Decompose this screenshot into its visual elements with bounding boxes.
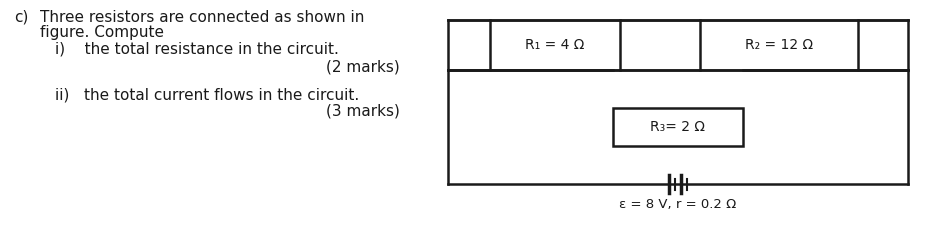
Text: (2 marks): (2 marks) xyxy=(326,59,400,74)
Text: c): c) xyxy=(14,10,29,25)
Text: figure. Compute: figure. Compute xyxy=(40,25,164,40)
Text: R₂ = 12 Ω: R₂ = 12 Ω xyxy=(744,38,812,52)
Text: ε = 8 V, r = 0.2 Ω: ε = 8 V, r = 0.2 Ω xyxy=(618,198,736,211)
Text: ii)   the total current flows in the circuit.: ii) the total current flows in the circu… xyxy=(55,87,359,102)
Bar xyxy=(613,108,743,146)
Text: i)    the total resistance in the circuit.: i) the total resistance in the circuit. xyxy=(55,42,338,57)
Text: (3 marks): (3 marks) xyxy=(325,104,400,119)
Text: R₃= 2 Ω: R₃= 2 Ω xyxy=(650,120,705,134)
Text: Three resistors are connected as shown in: Three resistors are connected as shown i… xyxy=(40,10,364,25)
Bar xyxy=(699,20,857,70)
Text: R₁ = 4 Ω: R₁ = 4 Ω xyxy=(525,38,584,52)
Bar xyxy=(489,20,619,70)
